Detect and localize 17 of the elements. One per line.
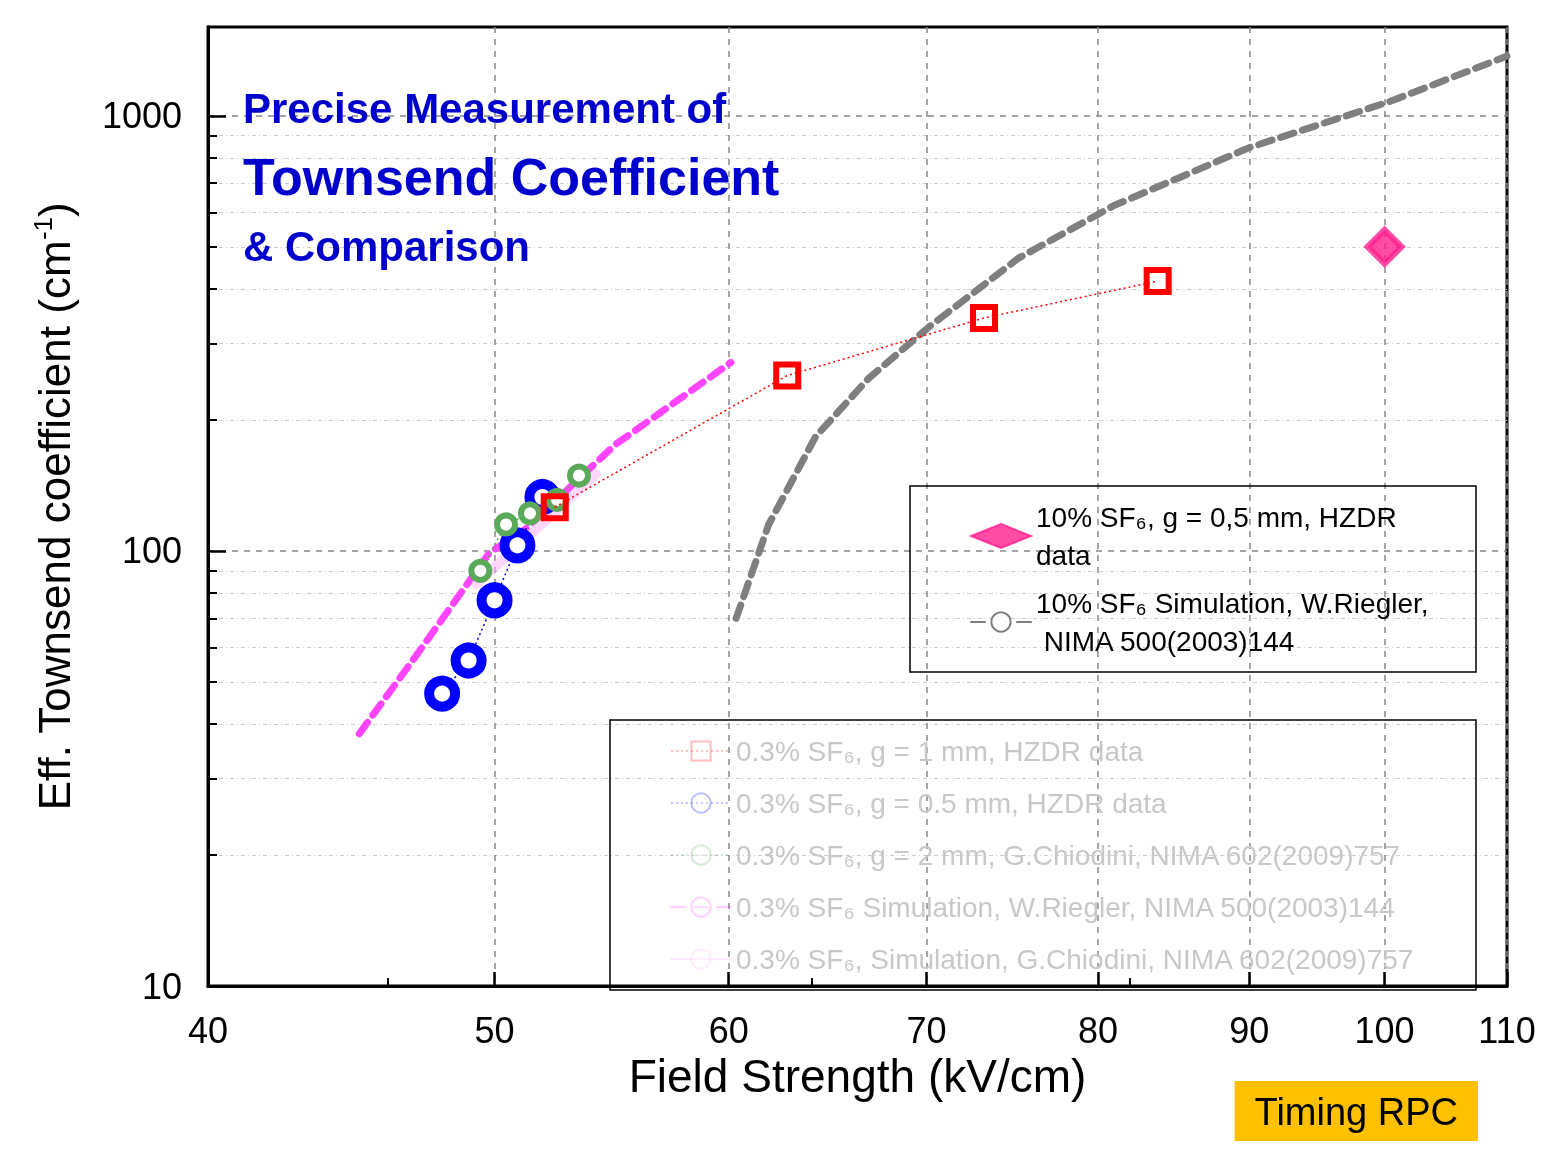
y-tick-label: 1000 xyxy=(101,95,182,137)
y-tick-label: 100 xyxy=(121,530,182,572)
legend-label: 10% SF₆, g = 0,5 mm, HZDR data xyxy=(1036,501,1405,571)
x-tick-label: 70 xyxy=(906,1009,947,1051)
x-tick-label: 100 xyxy=(1354,1009,1415,1051)
x-tick-label: 90 xyxy=(1229,1009,1270,1051)
legend-label: 10% SF₆ Simulation, W.Riegler, NIMA 500(2003)144 xyxy=(1036,587,1429,657)
text: Timing RPC xyxy=(1254,1091,1459,1133)
text: Precise Measurement of Townsend Coefficient & Comparison xyxy=(243,84,780,270)
y-axis-title: Eff. Townsend coefficient (cm-1) xyxy=(28,202,79,811)
x-tick-label: 40 xyxy=(187,1009,229,1051)
x-tick-label: 80 xyxy=(1078,1009,1119,1051)
x-axis-title: Field Strength (kV/cm) xyxy=(628,1049,1087,1102)
x-tick-label: 110 xyxy=(1478,1009,1536,1051)
x-tick-label: 60 xyxy=(708,1009,749,1051)
x-tick-label: 50 xyxy=(474,1009,515,1051)
y-tick-label: 10 xyxy=(141,965,182,1007)
